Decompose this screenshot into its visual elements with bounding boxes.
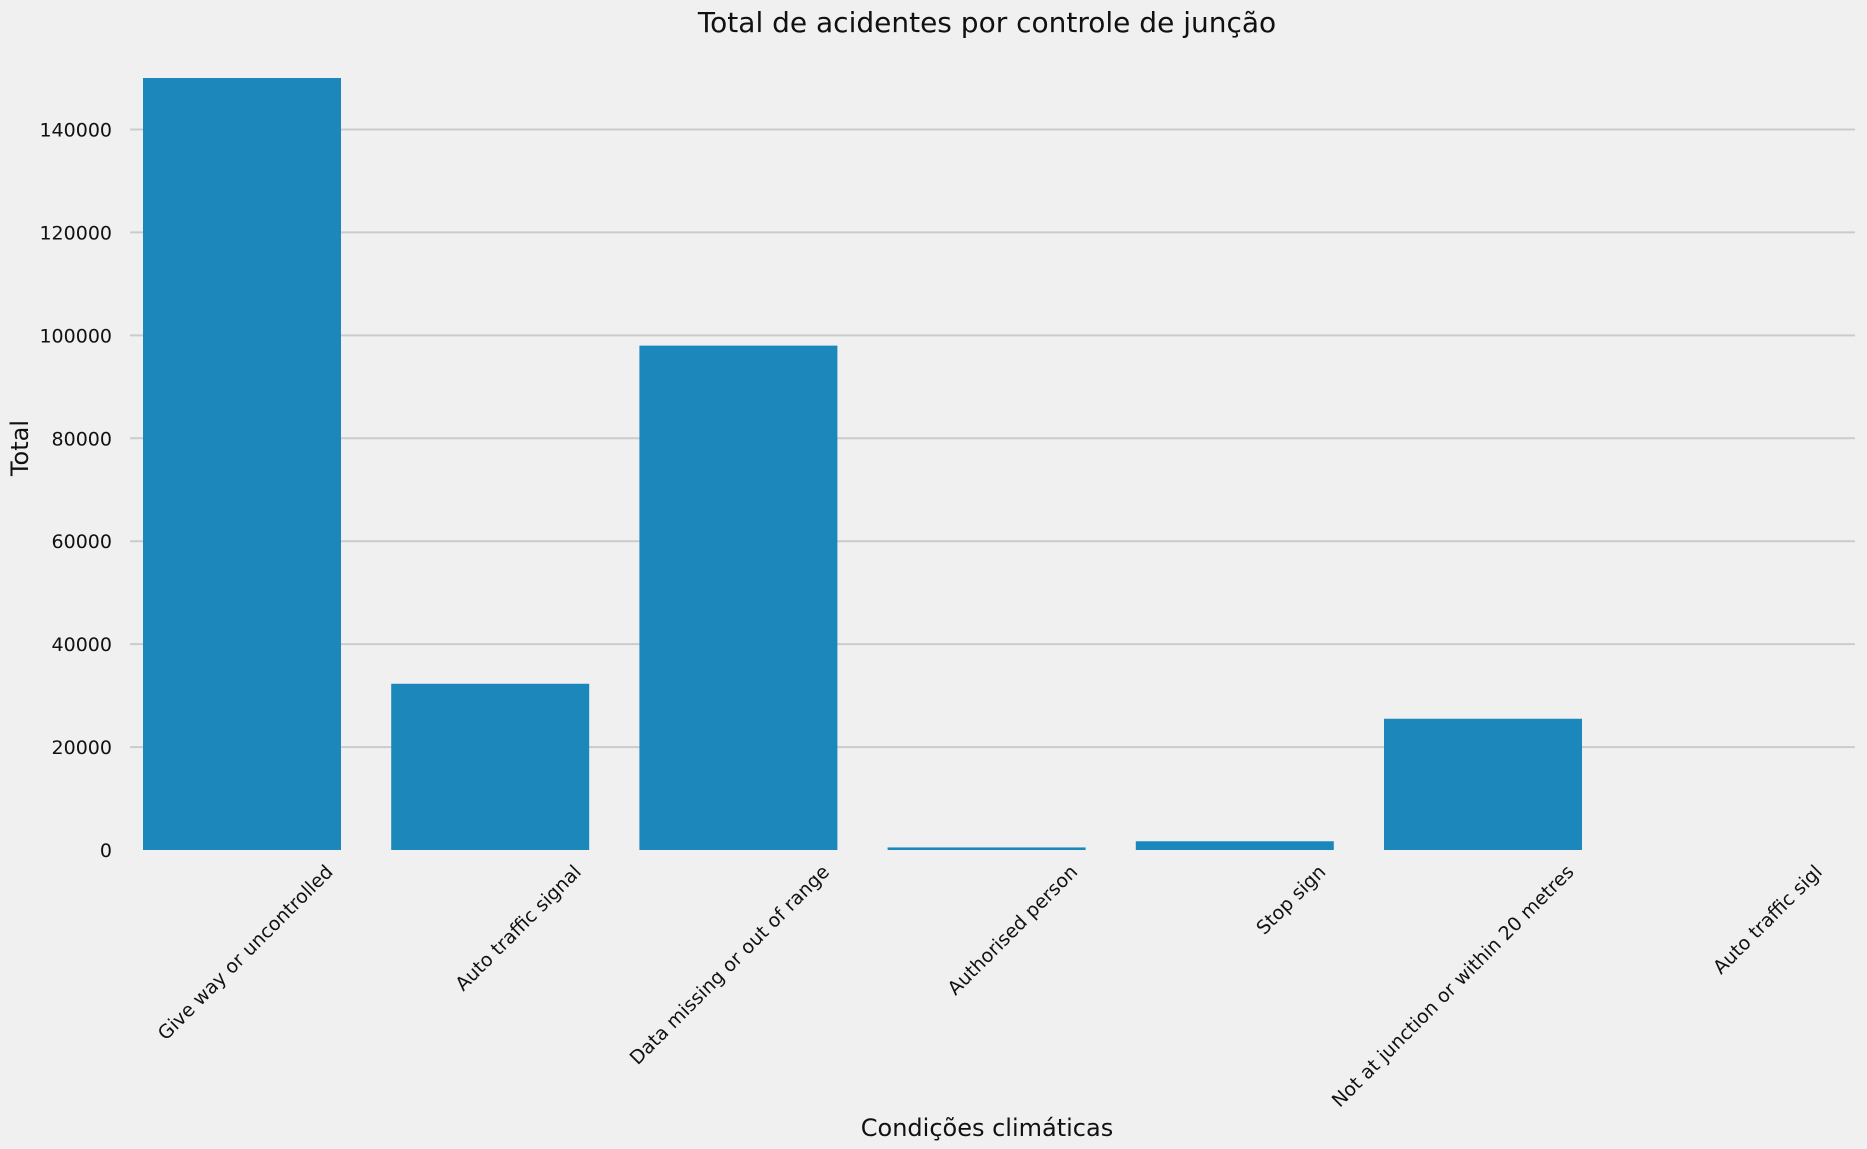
y-tick-label: 60000 [52, 531, 112, 553]
y-tick-label: 20000 [52, 737, 112, 759]
bar [1135, 841, 1334, 850]
bar [639, 345, 838, 850]
x-tick-label: Auto traffic sigl [1709, 861, 1827, 979]
x-tick-label: Stop sign [1252, 861, 1330, 939]
bar [887, 847, 1086, 850]
x-tick-label: Data missing or out of range [626, 861, 834, 1069]
y-tick-label: 80000 [52, 428, 112, 450]
y-axis-label: Total [6, 420, 34, 477]
y-tick-label: 100000 [39, 325, 112, 347]
y-tick-label: 40000 [52, 634, 112, 656]
y-tick-label: 140000 [39, 119, 112, 141]
x-tick-labels: Give way or uncontrolled Auto traffic sig… [154, 861, 1827, 1112]
bar [391, 683, 590, 850]
y-tick-labels: 0 20000 40000 60000 80000 100000 120000 140000 [39, 119, 112, 862]
y-tick-label: 0 [100, 840, 112, 862]
x-axis-label: Condições climáticas [861, 1114, 1113, 1142]
bar [143, 78, 341, 850]
x-tick-label: Not at junction or within 20 metres [1328, 861, 1579, 1112]
y-tick-label: 120000 [39, 222, 112, 244]
x-tick-label: Authorised person [943, 861, 1082, 1000]
grid-lines [130, 128, 1855, 749]
x-tick-label: Auto traffic signal [451, 861, 585, 995]
bars [143, 78, 1582, 850]
chart-title: Total de acidentes por controle de junçã… [697, 6, 1276, 39]
bar [1384, 718, 1582, 850]
x-tick-label: Give way or uncontrolled [154, 861, 338, 1045]
